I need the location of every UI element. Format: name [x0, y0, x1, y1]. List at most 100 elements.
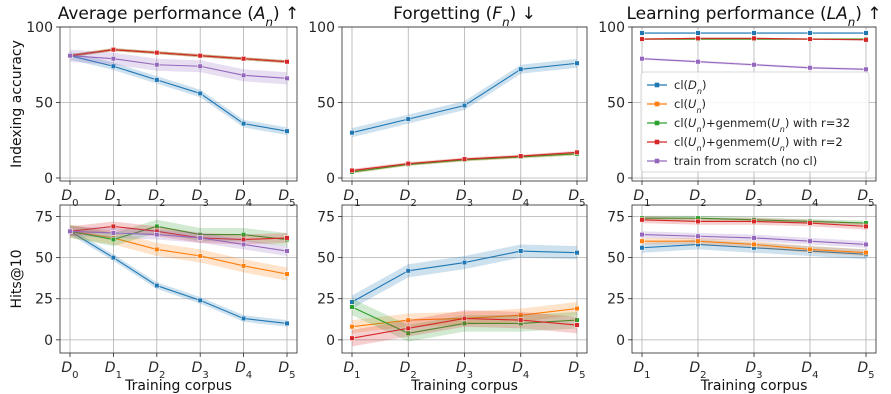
x-tick-label: D1	[343, 360, 360, 381]
x-tick-label: D0	[61, 360, 78, 381]
data-point	[110, 223, 116, 229]
series-line	[69, 230, 288, 252]
data-point	[241, 263, 247, 269]
data-point	[695, 59, 701, 65]
legend-label: cl(Un​)	[674, 97, 706, 115]
x-tick-label: D2	[689, 188, 706, 209]
data-point	[154, 232, 160, 238]
data-point	[197, 253, 203, 259]
data-point	[574, 250, 580, 256]
legend-label: cl(Un​)+genmem(Un​) with r=2	[674, 135, 843, 153]
y-tick-label: 0	[44, 333, 53, 349]
x-tick-label: D4	[235, 360, 252, 381]
data-point	[405, 325, 411, 331]
chart-panel-bottom-right: D1 D2 D3 D4 D5 0 25 50 75 Training corpus	[607, 204, 877, 394]
data-point	[639, 56, 645, 62]
series-line	[69, 225, 288, 241]
y-tick-label: 50	[317, 95, 335, 111]
x-tick-label: D5	[568, 188, 585, 209]
data-point	[110, 63, 116, 69]
data-point	[574, 317, 580, 323]
legend-entry-cl-u-n-genmem-u-n-with-r-2: cl(Un​)+genmem(Un​) with r=2	[647, 135, 843, 153]
data-point	[197, 297, 203, 303]
data-point	[241, 315, 247, 322]
data-point	[349, 304, 355, 310]
data-point	[241, 72, 247, 78]
y-tick-label: 0	[44, 171, 53, 187]
y-tick-label: 50	[35, 251, 53, 267]
x-tick-label: D1	[633, 188, 650, 209]
data-point	[695, 233, 701, 239]
y-tick-label: 100	[598, 20, 625, 36]
series-line	[69, 225, 288, 241]
x-tick-label: D5	[278, 360, 295, 381]
data-point	[518, 248, 524, 254]
series-line	[69, 230, 288, 324]
legend-entry-train-from-scratch-no-cl: train from scratch (no cl)	[647, 154, 817, 168]
data-point	[67, 228, 73, 234]
x-axis-label: Training corpus	[124, 378, 232, 394]
legend-marker	[654, 82, 660, 88]
data-point	[110, 255, 116, 261]
x-tick-label: D5	[278, 188, 295, 209]
data-point	[574, 306, 580, 312]
data-point	[349, 167, 355, 173]
y-axis-label: Indexing accuracy	[9, 40, 25, 168]
x-tick-label: D2	[400, 360, 417, 381]
x-tick-label: D4	[512, 188, 529, 209]
chart-panel-bottom-middle: D1 D2 D3 D4 D5 0 25 50 75 Training corpus	[317, 204, 588, 394]
data-point	[284, 59, 290, 65]
y-tick-label: 0	[326, 171, 335, 187]
legend-entry-cl-u-n-genmem-u-n-with-r-32: cl(Un​)+genmem(Un​) with r=32	[647, 116, 850, 134]
chart-title: Average performance (An​) ↑	[58, 4, 300, 29]
data-point	[241, 121, 247, 127]
data-point	[284, 75, 290, 81]
data-point	[518, 317, 524, 323]
data-point	[639, 217, 645, 223]
x-tick-label: D1	[105, 360, 122, 381]
data-point	[241, 241, 247, 248]
data-point	[197, 53, 203, 59]
data-point	[349, 335, 355, 341]
confidence-band	[70, 48, 287, 64]
data-point	[154, 62, 160, 68]
legend-label: train from scratch (no cl)	[674, 154, 817, 168]
x-tick-label: D4	[235, 188, 252, 209]
series-cl-d-n	[349, 244, 580, 309]
data-point	[695, 30, 701, 36]
y-tick-label: 75	[317, 210, 335, 226]
series-cl-u-n-genmem-u-n-with-r-2	[349, 149, 580, 173]
confidence-band	[70, 49, 287, 85]
data-point	[110, 56, 116, 62]
legend: cl(Dn​)cl(Un​)cl(Un​)+genmem(Un​) with r…	[640, 71, 870, 173]
data-point	[518, 153, 524, 159]
x-tick-label: D2	[148, 188, 165, 209]
x-tick-label: D4	[801, 360, 818, 381]
legend-marker	[654, 158, 660, 164]
x-tick-label: D5	[857, 360, 874, 381]
y-tick-label: 0	[326, 333, 335, 349]
y-tick-label: 50	[607, 95, 625, 111]
data-point	[807, 36, 813, 42]
y-tick-label: 50	[35, 95, 53, 111]
data-point	[751, 30, 757, 36]
data-point	[461, 260, 468, 266]
data-point	[639, 238, 645, 244]
data-point	[110, 47, 116, 53]
x-tick-label: D0	[61, 188, 78, 209]
chart-panel-top-middle: D1 D2 D3 D4 D5 0 50 100 Forgetting (Fn​) ↓	[308, 4, 588, 209]
data-point	[405, 161, 411, 167]
data-point	[110, 230, 116, 236]
x-tick-label: D1	[343, 188, 360, 209]
y-tick-label: 0	[616, 171, 625, 187]
y-tick-label: 0	[616, 333, 625, 349]
data-point	[154, 77, 160, 83]
x-tick-label: D3	[745, 188, 762, 209]
y-tick-label: 100	[26, 20, 53, 36]
y-tick-label: 25	[35, 292, 53, 308]
x-tick-label: D3	[192, 188, 209, 209]
confidence-band	[70, 51, 287, 135]
data-point	[695, 35, 701, 41]
